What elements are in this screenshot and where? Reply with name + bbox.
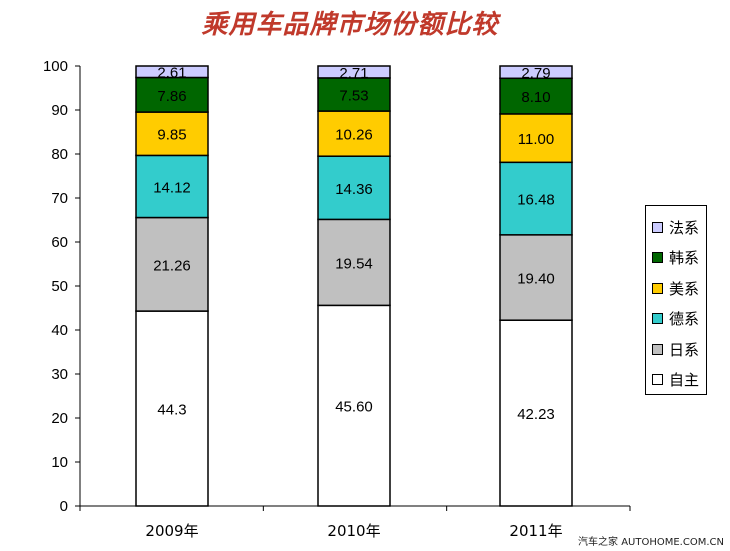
chart-title: 乘用车品牌市场份额比较 — [201, 10, 499, 40]
bar-segment — [499, 234, 573, 321]
y-tick-label: 80 — [51, 146, 68, 163]
legend-swatch — [652, 221, 663, 233]
data-label: 2.71 — [339, 65, 368, 82]
y-tick-label: 20 — [51, 410, 68, 427]
bar-segment — [317, 155, 391, 221]
legend-item: 美系 — [646, 273, 706, 304]
legend-item: 法系 — [646, 212, 706, 243]
y-tick-label: 70 — [51, 190, 68, 207]
y-tick-label: 50 — [51, 278, 68, 295]
stacked-bar-chart: 0 10 20 30 40 50 60 70 80 90 100 44.3 21.26 14.12 9.85… — [43, 58, 631, 540]
legend-label: 自主 — [669, 371, 700, 390]
legend-label: 日系 — [669, 340, 700, 359]
y-tick-label: 90 — [51, 102, 68, 119]
y-tick-label: 100 — [43, 58, 68, 75]
legend-swatch — [652, 252, 663, 264]
bar-segment — [135, 154, 209, 219]
data-label: 10.26 — [335, 127, 373, 144]
bar-segment — [317, 304, 391, 507]
data-label: 19.54 — [335, 255, 373, 272]
legend-label: 法系 — [669, 218, 700, 237]
data-label: 45.60 — [335, 399, 373, 416]
bar-segment — [499, 65, 573, 80]
data-label: 7.86 — [157, 88, 186, 105]
legend-item: 日系 — [646, 334, 706, 365]
legend-label: 美系 — [669, 279, 700, 298]
legend-item: 自主 — [646, 365, 706, 396]
y-tick-label: 60 — [51, 234, 68, 251]
x-tick-label: 2009年 — [145, 522, 198, 540]
x-tick-label: 2010年 — [327, 522, 380, 540]
bar-segment — [135, 76, 209, 113]
bar-segment — [135, 216, 209, 312]
data-label: 16.48 — [517, 192, 555, 209]
data-label: 42.23 — [517, 406, 555, 423]
legend-item: 韩系 — [646, 243, 706, 274]
bar-segment — [135, 65, 209, 79]
y-tick-label: 30 — [51, 366, 68, 383]
legend-label: 韩系 — [669, 249, 700, 268]
legend-swatch — [652, 343, 663, 355]
data-label: 8.10 — [521, 89, 550, 106]
bar-segment — [135, 310, 209, 507]
bar-segment — [499, 161, 573, 236]
data-label: 11.00 — [518, 131, 554, 148]
bar-segment — [499, 319, 573, 507]
legend-swatch — [652, 374, 663, 386]
bar-segment — [317, 65, 391, 79]
bar-segment — [317, 218, 391, 307]
legend-swatch — [652, 313, 663, 325]
data-label: 19.40 — [517, 271, 555, 288]
data-label: 14.36 — [335, 181, 373, 198]
y-tick-label: 10 — [51, 454, 68, 471]
x-tick-label: 2011年 — [509, 522, 562, 540]
legend: 法系韩系美系德系日系自主 — [645, 205, 707, 395]
data-label: 44.3 — [157, 402, 186, 419]
data-label: 14.12 — [153, 179, 191, 196]
data-label: 21.26 — [153, 257, 191, 274]
legend-label: 德系 — [669, 310, 700, 329]
data-label: 2.79 — [521, 65, 550, 82]
bar-segment — [317, 77, 391, 112]
legend-swatch — [652, 282, 663, 294]
data-label: 2.61 — [157, 65, 186, 82]
watermark: 汽车之家 AUTOHOME.COM.CN — [578, 537, 724, 548]
data-label: 9.85 — [157, 127, 186, 144]
legend-item: 德系 — [646, 304, 706, 335]
y-tick-label: 40 — [51, 322, 68, 339]
bar-segment — [135, 111, 209, 157]
y-tick-label: 0 — [60, 498, 68, 515]
data-label: 7.53 — [339, 87, 368, 104]
bar-segment — [499, 77, 573, 115]
